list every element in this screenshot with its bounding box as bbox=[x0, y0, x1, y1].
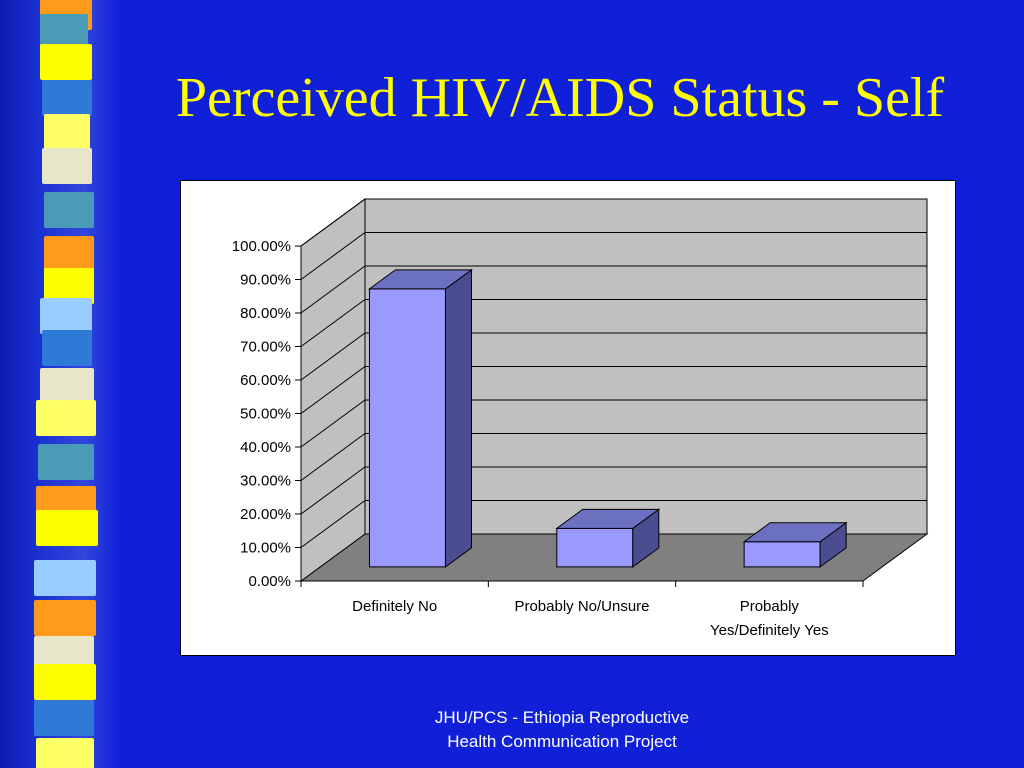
y-tick-label: 0.00% bbox=[248, 573, 291, 590]
footer-line-1: JHU/PCS - Ethiopia Reproductive bbox=[434, 708, 690, 727]
gridline bbox=[300, 466, 927, 515]
gridline bbox=[300, 366, 927, 414]
stripe-segment bbox=[44, 236, 94, 272]
bar-chart: 0.00% 10.00% 20.00% 30.00% 40.00% 50.00% 60.00… bbox=[232, 198, 929, 639]
y-tick-label: 20.00% bbox=[240, 506, 291, 523]
y-tick-label: 40.00% bbox=[240, 439, 291, 456]
stripe-segment bbox=[40, 44, 92, 80]
stripe-segment bbox=[42, 80, 92, 116]
bar-top bbox=[367, 269, 473, 290]
stripe-segment bbox=[34, 560, 96, 596]
x-category-label: Definitely No bbox=[352, 598, 437, 615]
bar bbox=[743, 541, 821, 568]
bar-side bbox=[444, 268, 472, 568]
bar-top bbox=[555, 508, 661, 529]
y-tick-label: 50.00% bbox=[240, 406, 291, 423]
stripe-segment bbox=[34, 700, 94, 736]
stripe-segment bbox=[42, 330, 92, 366]
footer: JHU/PCS - Ethiopia Reproductive Health C… bbox=[380, 706, 744, 754]
y-tick-label: 100.00% bbox=[232, 238, 291, 255]
y-tick-label: 60.00% bbox=[240, 372, 291, 389]
stripe-segment bbox=[38, 444, 94, 480]
stripe-segment bbox=[40, 298, 92, 334]
y-tick-label: 70.00% bbox=[240, 339, 291, 356]
chart-container: 0.00% 10.00% 20.00% 30.00% 40.00% 50.00% 60.00… bbox=[180, 180, 956, 656]
gridline bbox=[300, 433, 927, 481]
stripe-segment bbox=[36, 510, 98, 546]
stripe-segment bbox=[42, 148, 92, 184]
stripe-segment bbox=[34, 600, 96, 636]
stripe-segment bbox=[44, 114, 90, 150]
gridline bbox=[300, 500, 927, 548]
x-category-label: Probably No/Unsure bbox=[514, 598, 649, 615]
slide-title: Perceived HIV/AIDS Status - Self bbox=[175, 67, 945, 129]
y-tick-label: 10.00% bbox=[240, 540, 291, 557]
gridline bbox=[300, 198, 927, 247]
gridline bbox=[300, 299, 927, 347]
bar-top bbox=[742, 522, 848, 543]
stripe-segment bbox=[44, 192, 94, 228]
stripe-segment bbox=[36, 400, 96, 436]
gridline bbox=[300, 265, 927, 314]
stripe-segment bbox=[36, 738, 94, 768]
decorative-stripe-bar bbox=[0, 0, 120, 768]
y-tick-label: 80.00% bbox=[240, 305, 291, 322]
gridline bbox=[300, 399, 927, 448]
stripe-segment bbox=[34, 664, 96, 700]
bar bbox=[556, 527, 634, 568]
footer-line-2: Health Communication Project bbox=[447, 732, 677, 751]
y-tick-label: 90.00% bbox=[240, 272, 291, 289]
stripe-segment bbox=[40, 368, 94, 404]
gridline bbox=[300, 332, 927, 381]
gridline bbox=[300, 232, 927, 280]
bar bbox=[368, 288, 446, 568]
y-tick-label: 30.00% bbox=[240, 473, 291, 490]
x-category-label: Probably Yes/Definitely Yes bbox=[710, 598, 829, 639]
